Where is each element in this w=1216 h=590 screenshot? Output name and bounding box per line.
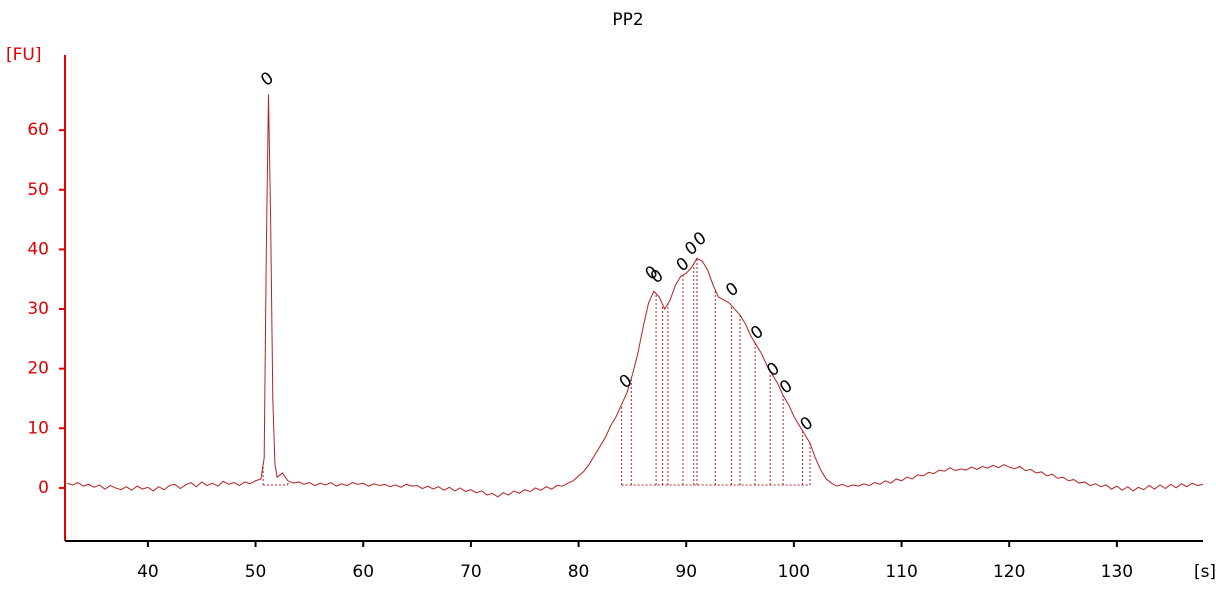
x-tick-label: 40: [137, 562, 159, 582]
x-tick-label: 110: [885, 562, 917, 582]
x-tick-label: 70: [460, 562, 482, 582]
peak-annotation: 0: [776, 376, 796, 399]
y-tick-label: 40: [27, 239, 49, 259]
x-tick-label: 100: [778, 562, 810, 582]
x-tick-label: 50: [245, 562, 267, 582]
x-tick-label: 90: [675, 562, 697, 582]
y-tick-label: 30: [27, 299, 49, 319]
x-tick-label: 130: [1101, 562, 1133, 582]
peak-annotation: 0: [747, 322, 767, 345]
trace-line: [66, 94, 1204, 498]
y-tick-label: 50: [27, 180, 49, 200]
x-axis-label: [s]: [1194, 562, 1216, 582]
chart-title: PP2: [612, 10, 643, 30]
y-tick-label: 20: [27, 359, 49, 379]
x-tick-label: 120: [993, 562, 1025, 582]
y-tick-label: 60: [27, 120, 49, 140]
x-tick-label: 80: [568, 562, 590, 582]
y-tick-label: 10: [27, 418, 49, 438]
y-tick-label: 0: [38, 478, 49, 498]
x-tick-label: 60: [352, 562, 374, 582]
peak-annotation: 0: [257, 68, 277, 91]
peak-annotation: 0: [647, 266, 667, 289]
peak-annotation: 0: [722, 279, 742, 302]
y-axis-label: [FU]: [6, 45, 42, 65]
peak-annotation: 0: [797, 413, 817, 436]
peak-annotation: 0: [763, 359, 783, 382]
